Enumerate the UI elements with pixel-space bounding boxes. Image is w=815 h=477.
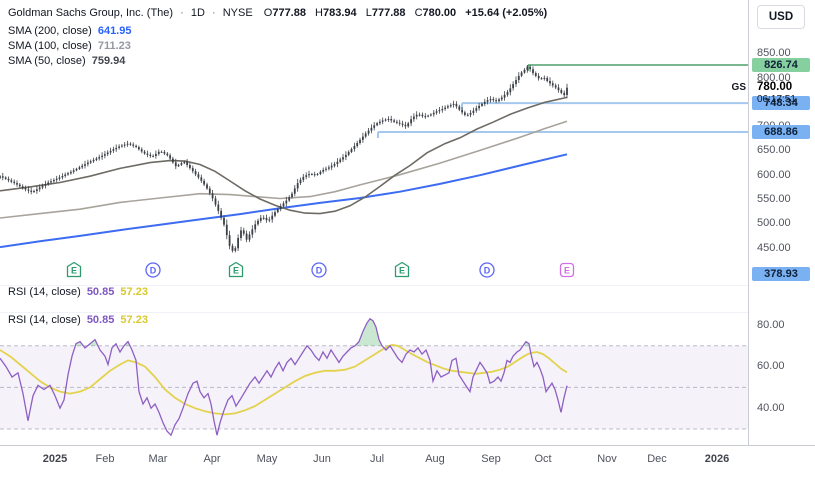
svg-text:D: D bbox=[316, 266, 323, 276]
sma50-label: SMA (50, close) bbox=[8, 55, 86, 67]
time-axis[interactable]: 2025 Feb Mar Apr May Jun Jul Aug Sep Oct Nov Dec 202… bbox=[0, 445, 815, 477]
rsi1-label: RSI (14, close) bbox=[8, 286, 81, 298]
price-tick: 850.00 bbox=[757, 47, 791, 60]
price-level-badge: 688.86 bbox=[752, 125, 810, 139]
time-tick-month[interactable]: Apr bbox=[203, 453, 221, 465]
rsi-tick: 80.00 bbox=[757, 318, 785, 331]
time-tick-month[interactable]: Sep bbox=[481, 453, 501, 465]
symbol-header[interactable]: Goldman Sachs Group, Inc. (The) · 1D · N… bbox=[8, 7, 547, 19]
open-label: O bbox=[263, 7, 273, 19]
time-tick-month[interactable]: Feb bbox=[95, 453, 115, 465]
sma200-value: 641.95 bbox=[97, 25, 132, 37]
legend-rsi-1[interactable]: RSI (14, close) 50.85 57.23 bbox=[8, 286, 148, 298]
legend-sma200[interactable]: SMA (200, close) 641.95 bbox=[8, 25, 131, 37]
price-tick: 500.00 bbox=[757, 217, 791, 230]
legend-sma100[interactable]: SMA (100, close) 711.23 bbox=[8, 40, 131, 52]
rsi2-value: 50.85 bbox=[86, 314, 115, 326]
time-tick-month[interactable]: Oct bbox=[534, 453, 552, 465]
time-tick-month[interactable]: Dec bbox=[647, 453, 667, 465]
open-value: 777.88 bbox=[272, 7, 306, 19]
price-level-badge: 378.93 bbox=[752, 267, 810, 281]
svg-text:E: E bbox=[71, 266, 77, 276]
svg-text:E: E bbox=[399, 266, 405, 276]
time-tick-month[interactable]: Nov bbox=[597, 453, 617, 465]
time-tick-month[interactable]: Jul bbox=[369, 453, 385, 465]
symbol-title[interactable]: Goldman Sachs Group, Inc. (The) bbox=[8, 7, 174, 19]
rsi-tick: 40.00 bbox=[757, 401, 785, 414]
sma200-label: SMA (200, close) bbox=[8, 25, 92, 37]
svg-text:E: E bbox=[233, 266, 239, 276]
close-value: 780.00 bbox=[422, 7, 457, 19]
rsi2-label: RSI (14, close) bbox=[8, 314, 81, 326]
bar-countdown: 06:17:51 bbox=[757, 93, 796, 105]
event-earnings-upcoming-icon[interactable] bbox=[559, 262, 575, 278]
price-level-badge: 826.74 bbox=[752, 58, 810, 72]
event-earnings-icon[interactable] bbox=[228, 261, 244, 278]
rsi1-value: 50.85 bbox=[86, 286, 115, 298]
header-separator2: · bbox=[212, 7, 216, 19]
change-value: +15.64 (+2.05%) bbox=[465, 7, 548, 19]
time-tick-month[interactable]: Mar bbox=[148, 453, 168, 465]
event-dividend-icon[interactable] bbox=[311, 262, 327, 278]
rsi-tick: 60.00 bbox=[757, 360, 785, 373]
svg-text:D: D bbox=[484, 266, 491, 276]
legend-rsi-2[interactable]: RSI (14, close) 50.85 57.23 bbox=[8, 314, 148, 326]
time-tick-year[interactable]: 2026 bbox=[704, 453, 730, 465]
svg-text:D: D bbox=[150, 266, 157, 276]
exchange-label: NYSE bbox=[222, 7, 253, 19]
price-tick: 600.00 bbox=[757, 168, 791, 181]
last-price-label: 780.00 bbox=[757, 81, 793, 94]
close-label: C bbox=[414, 7, 423, 19]
event-earnings-icon[interactable] bbox=[66, 261, 82, 278]
price-level-badge: 748.34 bbox=[752, 96, 810, 111]
low-label: L bbox=[365, 7, 372, 19]
svg-text:E: E bbox=[564, 266, 570, 276]
high-value: 783.94 bbox=[323, 7, 357, 19]
low-value: 777.88 bbox=[371, 7, 406, 19]
interval-label[interactable]: 1D bbox=[190, 7, 205, 19]
time-tick-year[interactable]: 2025 bbox=[42, 453, 68, 465]
price-tick: 800.00 bbox=[757, 71, 791, 84]
price-tick: 650.00 bbox=[757, 144, 791, 157]
sma50-value: 759.94 bbox=[91, 55, 126, 67]
time-tick-month[interactable]: May bbox=[256, 453, 278, 465]
time-tick-month[interactable]: Aug bbox=[425, 453, 445, 465]
rsi1-ma-value: 57.23 bbox=[120, 286, 148, 298]
event-dividend-icon[interactable] bbox=[145, 262, 161, 278]
currency-button[interactable]: USD bbox=[757, 5, 805, 29]
legend-sma50[interactable]: SMA (50, close) 759.94 bbox=[8, 55, 125, 67]
price-tick: 450.00 bbox=[757, 241, 791, 254]
high-label: H bbox=[315, 7, 323, 19]
price-axis[interactable]: USD 850.00800.00750.00700.00650.00600.00… bbox=[748, 0, 815, 445]
price-tick: 550.00 bbox=[757, 193, 791, 205]
time-tick-month[interactable]: Jun bbox=[313, 453, 331, 465]
header-separator: · bbox=[180, 7, 184, 19]
event-earnings-icon[interactable] bbox=[394, 261, 410, 278]
rsi2-ma-value: 57.23 bbox=[120, 314, 148, 326]
event-dividend-icon[interactable] bbox=[479, 262, 495, 278]
sma100-value: 711.23 bbox=[97, 40, 131, 52]
price-line-symbol-label: GS bbox=[731, 82, 746, 93]
sma100-label: SMA (100, close) bbox=[8, 40, 92, 52]
